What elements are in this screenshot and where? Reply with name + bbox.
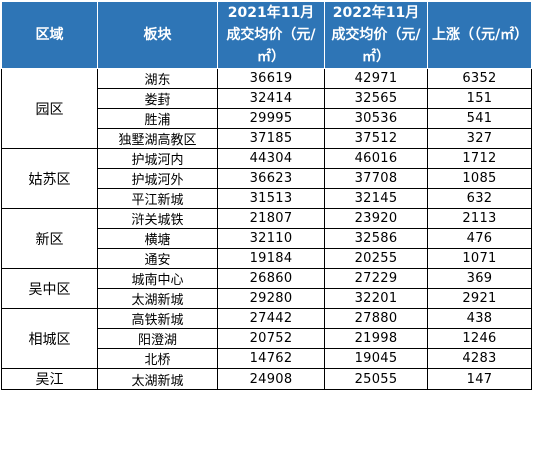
header-increase: 上涨（（元/㎡） xyxy=(427,1,532,69)
block-cell: 平江新城 xyxy=(97,188,218,209)
price-2022-cell: 21998 xyxy=(324,328,428,349)
price-2021-cell: 14762 xyxy=(217,348,325,369)
block-cell: 通安 xyxy=(97,248,218,269)
block-cell: 浒关城铁 xyxy=(97,208,218,229)
header-block: 板块 xyxy=(97,1,218,69)
table-row: 通安 19184 20255 1071 xyxy=(2,248,532,269)
table-row: 独墅湖高教区 37185 37512 327 xyxy=(2,128,532,149)
price-2021-cell: 36623 xyxy=(217,168,325,189)
table-row: 护城河外 36623 37708 1085 xyxy=(2,168,532,189)
header-region: 区域 xyxy=(1,1,98,69)
increase-cell: 1085 xyxy=(427,168,532,189)
price-2021-cell: 37185 xyxy=(217,128,325,149)
increase-cell: 632 xyxy=(427,188,532,209)
region-cell: 姑苏区 xyxy=(1,148,98,209)
table-row: 姑苏区 护城河内 44304 46016 1712 xyxy=(1,148,532,209)
region-cell: 新区 xyxy=(1,208,98,269)
increase-cell: 438 xyxy=(427,308,532,329)
price-2022-cell: 37512 xyxy=(324,128,428,149)
price-2022-cell: 20255 xyxy=(324,248,428,269)
increase-cell: 4283 xyxy=(427,348,532,369)
price-2021-cell: 36619 xyxy=(217,68,325,89)
price-table: 区域 板块 2021年11月成交均价（元/㎡） 2022年11月成交均价（元/㎡… xyxy=(1,1,532,390)
table-row: 吴中区 城南中心 26860 27229 369 xyxy=(1,268,532,309)
price-2022-cell: 46016 xyxy=(324,148,428,169)
increase-cell: 1071 xyxy=(427,248,532,269)
price-2021-cell: 31513 xyxy=(217,188,325,209)
table-row: 横塘 32110 32586 476 xyxy=(2,228,532,249)
table-body: 园区 湖东 36619 42971 6352 娄葑 32414 32565 151 胜浦 29995… xyxy=(1,68,532,390)
price-2022-cell: 32145 xyxy=(324,188,428,209)
region-cell: 吴江 xyxy=(1,368,98,390)
region-cell: 园区 xyxy=(1,68,98,149)
block-cell: 城南中心 xyxy=(97,268,218,289)
header-price-2022: 2022年11月成交均价（元/㎡） xyxy=(324,1,428,69)
price-2022-cell: 19045 xyxy=(324,348,428,369)
table-row: 北桥 14762 19045 4283 xyxy=(2,348,532,369)
price-2022-cell: 27880 xyxy=(324,308,428,329)
price-2022-cell: 37708 xyxy=(324,168,428,189)
price-2022-cell: 42971 xyxy=(324,68,428,89)
price-2021-cell: 19184 xyxy=(217,248,325,269)
price-2021-cell: 44304 xyxy=(217,148,325,169)
price-2022-cell: 27229 xyxy=(324,268,428,289)
price-2022-cell: 30536 xyxy=(324,108,428,129)
price-2022-cell: 25055 xyxy=(324,368,428,390)
table-row: 园区 湖东 36619 42971 6352 xyxy=(1,68,532,149)
increase-cell: 147 xyxy=(427,368,532,390)
block-cell: 太湖新城 xyxy=(97,288,218,309)
table-header: 区域 板块 2021年11月成交均价（元/㎡） 2022年11月成交均价（元/㎡… xyxy=(1,1,532,69)
price-2021-cell: 27442 xyxy=(217,308,325,329)
price-2021-cell: 29280 xyxy=(217,288,325,309)
region-cell: 吴中区 xyxy=(1,268,98,309)
increase-cell: 151 xyxy=(427,88,532,109)
table-row: 相城区 高铁新城 27442 27880 438 xyxy=(1,308,532,369)
header-price-2021: 2021年11月成交均价（元/㎡） xyxy=(217,1,325,69)
price-2021-cell: 20752 xyxy=(217,328,325,349)
block-cell: 湖东 xyxy=(97,68,218,89)
increase-cell: 2921 xyxy=(427,288,532,309)
table-row: 平江新城 31513 32145 632 xyxy=(2,188,532,209)
price-2021-cell: 32414 xyxy=(217,88,325,109)
block-cell: 北桥 xyxy=(97,348,218,369)
price-2021-cell: 32110 xyxy=(217,228,325,249)
block-cell: 独墅湖高教区 xyxy=(97,128,218,149)
header-row: 区域 板块 2021年11月成交均价（元/㎡） 2022年11月成交均价（元/㎡… xyxy=(1,1,532,69)
block-cell: 护城河内 xyxy=(97,148,218,169)
increase-cell: 1712 xyxy=(427,148,532,169)
increase-cell: 1246 xyxy=(427,328,532,349)
increase-cell: 2113 xyxy=(427,208,532,229)
price-2022-cell: 32586 xyxy=(324,228,428,249)
price-2022-cell: 32201 xyxy=(324,288,428,309)
table-row: 新区 浒关城铁 21807 23920 2113 xyxy=(1,208,532,269)
price-2022-cell: 32565 xyxy=(324,88,428,109)
increase-cell: 541 xyxy=(427,108,532,129)
block-cell: 太湖新城 xyxy=(97,368,218,390)
block-cell: 横塘 xyxy=(97,228,218,249)
price-2022-cell: 23920 xyxy=(324,208,428,229)
price-2021-cell: 29995 xyxy=(217,108,325,129)
block-cell: 胜浦 xyxy=(97,108,218,129)
price-2021-cell: 21807 xyxy=(217,208,325,229)
price-2021-cell: 26860 xyxy=(217,268,325,289)
block-cell: 高铁新城 xyxy=(97,308,218,329)
table-row: 吴江 太湖新城 24908 25055 147 xyxy=(1,368,532,390)
block-cell: 阳澄湖 xyxy=(97,328,218,349)
table-row: 阳澄湖 20752 21998 1246 xyxy=(2,328,532,349)
price-2021-cell: 24908 xyxy=(217,368,325,390)
increase-cell: 476 xyxy=(427,228,532,249)
block-cell: 护城河外 xyxy=(97,168,218,189)
block-cell: 娄葑 xyxy=(97,88,218,109)
increase-cell: 369 xyxy=(427,268,532,289)
increase-cell: 6352 xyxy=(427,68,532,89)
increase-cell: 327 xyxy=(427,128,532,149)
region-cell: 相城区 xyxy=(1,308,98,369)
